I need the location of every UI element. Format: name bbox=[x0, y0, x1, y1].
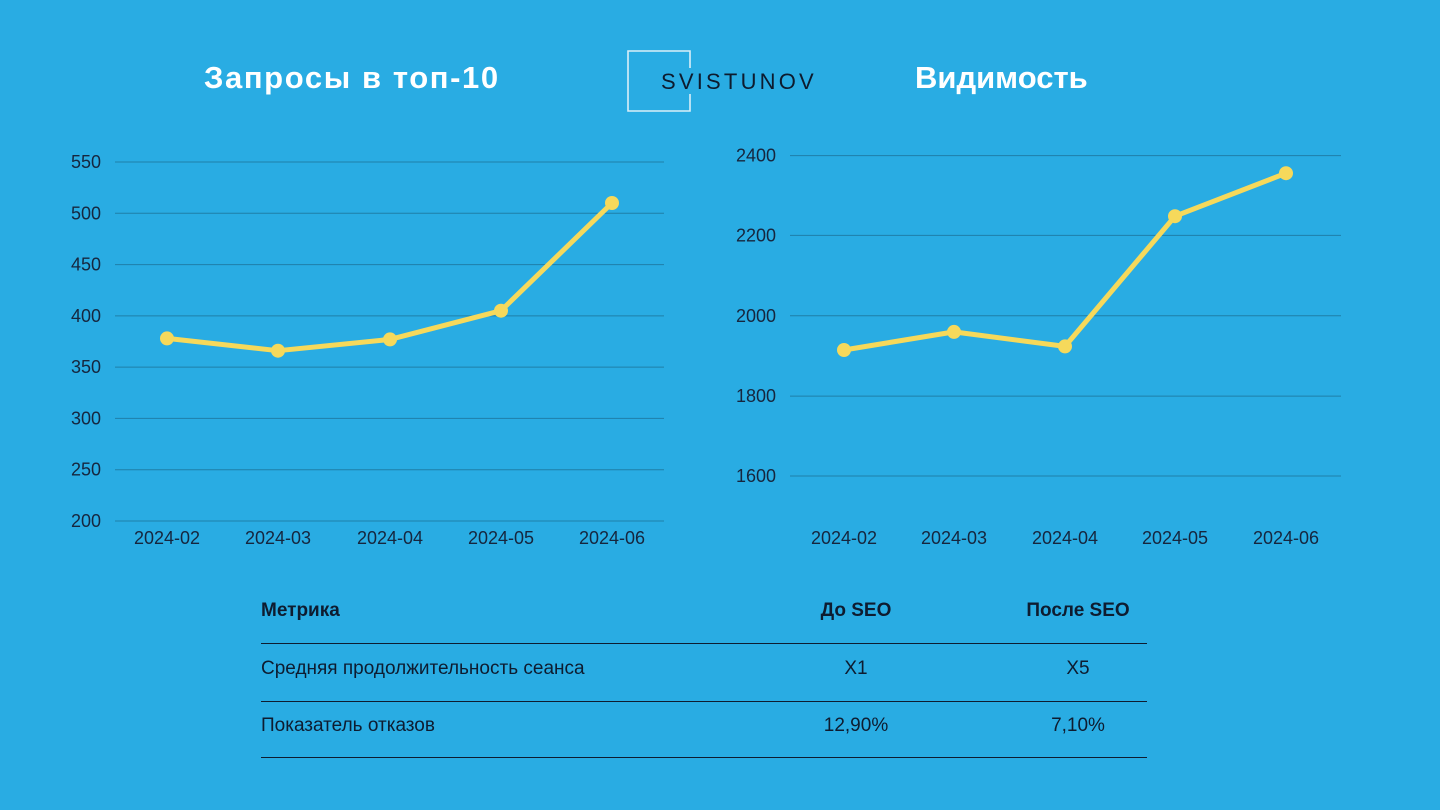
svg-text:450: 450 bbox=[71, 255, 101, 275]
svg-text:500: 500 bbox=[71, 203, 101, 223]
svg-text:2024-06: 2024-06 bbox=[579, 528, 645, 548]
svg-text:2024-05: 2024-05 bbox=[1142, 528, 1208, 548]
svg-text:400: 400 bbox=[71, 306, 101, 326]
svg-text:2200: 2200 bbox=[736, 225, 776, 245]
svg-text:2024-03: 2024-03 bbox=[921, 528, 987, 548]
svg-text:1600: 1600 bbox=[736, 466, 776, 486]
svg-text:2024-02: 2024-02 bbox=[811, 528, 877, 548]
svg-text:2024-04: 2024-04 bbox=[357, 528, 423, 548]
svg-text:2024-03: 2024-03 bbox=[245, 528, 311, 548]
svg-text:250: 250 bbox=[71, 460, 101, 480]
svg-text:350: 350 bbox=[71, 357, 101, 377]
svg-text:300: 300 bbox=[71, 408, 101, 428]
svg-text:2024-06: 2024-06 bbox=[1253, 528, 1319, 548]
svg-text:1800: 1800 bbox=[736, 386, 776, 406]
svg-text:2024-02: 2024-02 bbox=[134, 528, 200, 548]
svg-text:2000: 2000 bbox=[736, 306, 776, 326]
svg-text:200: 200 bbox=[71, 511, 101, 531]
svg-text:2024-05: 2024-05 bbox=[468, 528, 534, 548]
svg-text:2024-04: 2024-04 bbox=[1032, 528, 1098, 548]
svg-text:2400: 2400 bbox=[736, 146, 776, 166]
svg-text:550: 550 bbox=[71, 152, 101, 172]
svg-text:SVISTUNOV: SVISTUNOV bbox=[661, 69, 817, 94]
